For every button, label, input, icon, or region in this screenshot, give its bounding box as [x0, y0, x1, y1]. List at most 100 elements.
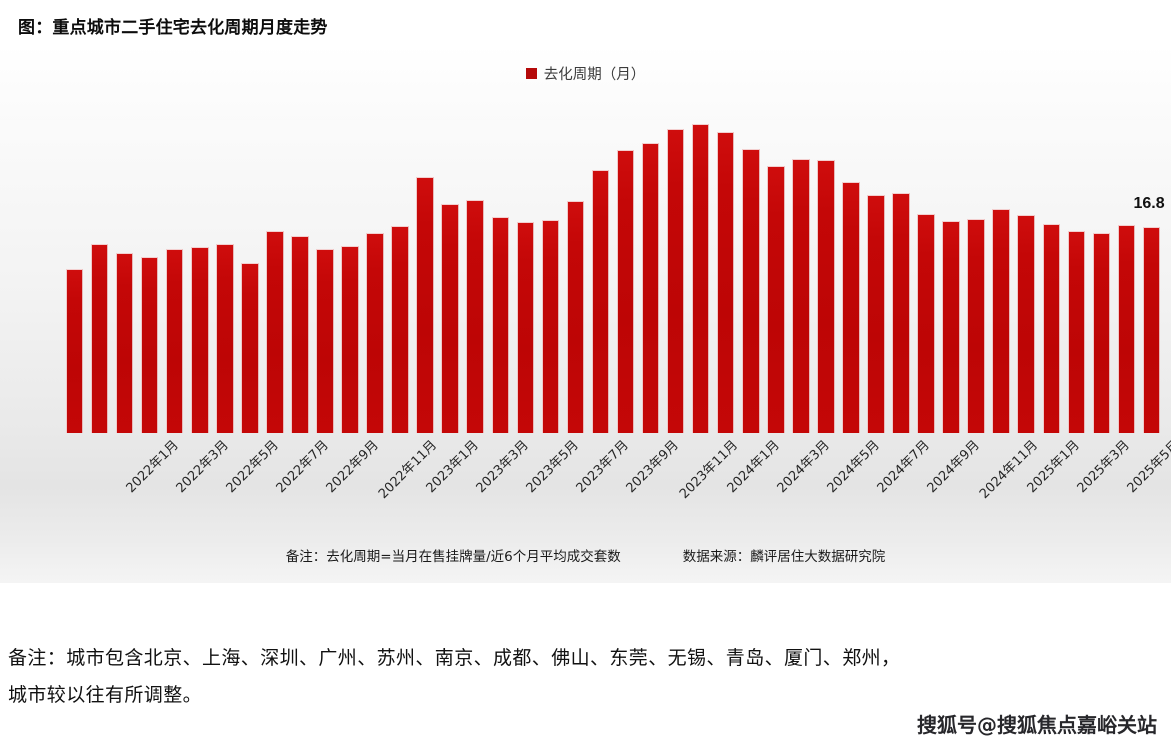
bar	[842, 181, 860, 433]
bar-item	[413, 90, 438, 433]
bar	[241, 262, 259, 433]
bar	[892, 192, 910, 433]
bar	[1117, 224, 1136, 433]
bar-item	[488, 90, 513, 433]
bar	[992, 208, 1010, 433]
bar	[466, 200, 484, 433]
bar	[1142, 227, 1161, 433]
bar-item	[1089, 90, 1114, 433]
bottom-note-line-2: 城市较以往有所调整。	[8, 684, 203, 707]
bar-item	[162, 90, 187, 433]
bar	[942, 221, 960, 433]
x-axis-tick-label: 2023年9月	[623, 437, 683, 497]
bar-item	[663, 90, 688, 433]
x-axis-tick-label: 2022年3月	[173, 437, 232, 497]
bar-series: 16.8	[62, 90, 1165, 433]
page-title: 图：重点城市二手住宅去化周期月度走势	[18, 18, 328, 37]
x-axis: 2022年1月 2022年3月 2022年5月 2022年7月 2022年9月 2022年…	[62, 435, 1171, 540]
legend-swatch-icon	[525, 68, 537, 79]
x-axis-tick-label: 2024年3月	[774, 437, 833, 497]
legend-label: 去化周期（月）	[543, 67, 646, 83]
bar	[341, 245, 359, 433]
bar-value-label: 16.8	[1133, 195, 1165, 213]
x-axis-tick-label: 2022年9月	[323, 437, 382, 497]
bar	[541, 219, 560, 433]
bar	[1042, 223, 1061, 433]
bar	[641, 142, 660, 433]
bar	[666, 129, 685, 433]
chart-footnotes: 备注：去化周期=当月在售挂牌量/近6个月平均成交套数 数据来源：麟评居住大数据研…	[0, 545, 1171, 565]
bottom-note: 备注：城市包含北京、上海、深圳、广州、苏州、南京、成都、佛山、东莞、无锡、青岛、…	[8, 640, 1008, 714]
bottom-note-line-1: 备注：城市包含北京、上海、深圳、广州、苏州、南京、成都、佛山、东莞、无锡、青岛、…	[8, 647, 901, 669]
bar	[190, 246, 209, 433]
bar-item	[588, 90, 613, 433]
bar-item	[388, 90, 413, 433]
bar	[792, 158, 810, 433]
bar-item	[889, 90, 914, 433]
x-axis-tick-label: 2022年7月	[273, 437, 332, 497]
bar-item	[438, 90, 463, 433]
bar-item	[738, 90, 763, 433]
bar	[366, 233, 384, 433]
bar-item	[989, 90, 1014, 433]
bar-item	[363, 90, 388, 433]
bar	[491, 217, 510, 433]
bar-item	[638, 90, 663, 433]
plot-area: 16.8	[62, 90, 1165, 433]
bar-item	[713, 90, 738, 433]
bar	[1067, 230, 1086, 433]
bar-item	[62, 90, 87, 433]
bar-item	[838, 90, 863, 433]
bar-item	[112, 90, 137, 433]
x-axis-tick-label: 2024年5月	[824, 437, 883, 497]
bar-item	[338, 90, 363, 433]
bar	[1092, 233, 1111, 433]
bar	[817, 159, 835, 433]
x-axis-tick-label: 2022年5月	[223, 437, 282, 497]
x-axis-tick-label: 2025年3月	[1074, 437, 1134, 497]
bar	[65, 268, 84, 433]
bar-item	[788, 90, 813, 433]
bar-item	[187, 90, 212, 433]
bar-item	[513, 90, 538, 433]
bar	[967, 218, 985, 433]
bar-item	[939, 90, 964, 433]
bar-item	[964, 90, 989, 433]
chart-legend: 去化周期（月）	[0, 63, 1171, 84]
bar	[266, 230, 284, 433]
bar	[291, 235, 309, 433]
bar	[516, 222, 535, 433]
bar	[391, 225, 409, 433]
bar-item	[1064, 90, 1089, 433]
bar	[691, 124, 710, 433]
bar	[441, 203, 459, 433]
bar	[591, 169, 610, 433]
x-axis-tick-label: 2023年7月	[573, 437, 633, 497]
chart-panel: 去化周期（月） 16.8 2022年1月 2022年3月 2022年5月 2022年7…	[0, 45, 1171, 583]
bar-item	[538, 90, 563, 433]
bar	[616, 150, 635, 433]
bar-item	[914, 90, 939, 433]
bar-item	[1014, 90, 1039, 433]
bar-item	[287, 90, 312, 433]
x-axis-tick-label: 2023年5月	[523, 437, 583, 497]
x-axis-tick-label: 2024年7月	[874, 437, 933, 497]
bar	[216, 244, 234, 433]
x-axis-tick-label: 2023年3月	[473, 437, 532, 497]
bar-item	[1139, 90, 1164, 433]
bar-item	[137, 90, 162, 433]
bar	[1017, 214, 1035, 433]
bar-item	[212, 90, 237, 433]
bar	[115, 252, 134, 433]
bar-item	[763, 90, 788, 433]
bar	[165, 249, 184, 433]
bar	[416, 176, 434, 433]
x-axis-tick-label: 2024年9月	[924, 437, 983, 497]
bar-item	[688, 90, 713, 433]
bar	[716, 131, 735, 433]
x-axis-tick-label: 2022年1月	[123, 437, 182, 497]
bar	[767, 165, 785, 433]
footnote-definition: 备注：去化周期=当月在售挂牌量/近6个月平均成交套数	[285, 549, 621, 565]
bar	[741, 148, 760, 433]
bar-item	[813, 90, 838, 433]
